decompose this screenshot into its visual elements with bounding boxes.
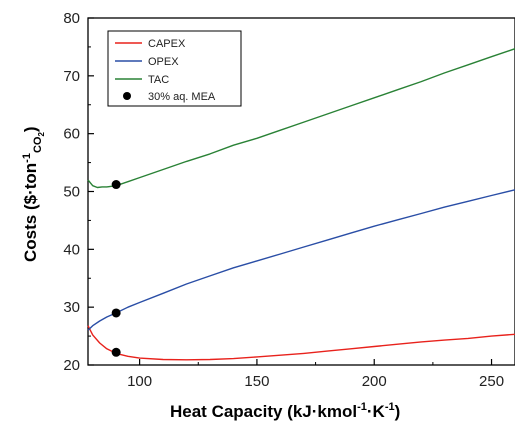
x-tick-label: 100 bbox=[127, 373, 152, 390]
series-line-capex bbox=[87, 325, 515, 361]
legend-label-mea: 30% aq. MEA bbox=[148, 91, 216, 103]
mea-point bbox=[111, 180, 121, 190]
y-axis: 20 30 40 50 60 70 80 bbox=[63, 10, 94, 374]
series-line-opex bbox=[87, 189, 515, 331]
y-tick-label: 30 bbox=[63, 299, 80, 316]
x-axis-title: Heat Capacity (kJ·kmol-1·K-1) bbox=[170, 401, 400, 421]
marker-layer bbox=[111, 180, 121, 357]
x-tick-label: 200 bbox=[362, 373, 387, 390]
y-tick-label: 40 bbox=[63, 241, 80, 258]
x-tick-label: 250 bbox=[479, 373, 504, 390]
y-tick-label: 20 bbox=[63, 357, 80, 374]
x-axis: 100 150 200 250 bbox=[127, 359, 504, 390]
y-tick-label: 60 bbox=[63, 126, 80, 143]
legend-label-tac: TAC bbox=[148, 74, 169, 86]
y-axis-title: Costs ($·ton-1CO2) bbox=[21, 126, 46, 262]
legend-marker-mea bbox=[123, 92, 131, 100]
y-tick-label: 50 bbox=[63, 184, 80, 201]
legend: CAPEX OPEX TAC 30% aq. MEA bbox=[107, 30, 242, 107]
legend-label-opex: OPEX bbox=[148, 56, 179, 68]
series-line-tac bbox=[87, 48, 515, 189]
mea-point bbox=[111, 308, 121, 318]
y-tick-label: 70 bbox=[63, 68, 80, 85]
mea-point bbox=[111, 347, 121, 357]
legend-label-capex: CAPEX bbox=[148, 38, 186, 50]
y-tick-label: 80 bbox=[63, 10, 80, 27]
x-tick-label: 150 bbox=[244, 373, 269, 390]
